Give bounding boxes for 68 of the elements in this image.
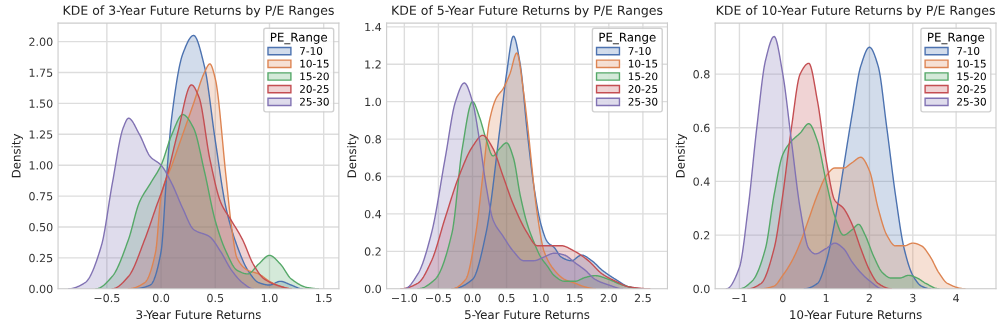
x-tick-label: 0.0 <box>464 293 481 303</box>
x-tick-label: 3 <box>910 293 916 303</box>
chart-title: KDE of 10-Year Future Returns by P/E Ranges <box>716 5 995 18</box>
x-tick-label: 4 <box>953 293 960 303</box>
legend-label: 25-30 <box>628 97 658 106</box>
y-axis-title: Density <box>347 133 359 178</box>
y-tick-label: 0.00 <box>29 284 53 294</box>
x-tick-label: 1.5 <box>567 293 583 303</box>
y-tick-label: 0.75 <box>29 192 53 201</box>
x-axis-title: 10-Year Future Returns <box>790 310 922 320</box>
legend-title: PE_Range <box>270 32 328 45</box>
legend-label: 25-30 <box>957 97 986 106</box>
x-tick-label: 2.5 <box>634 293 651 303</box>
y-tick-label: 0.2 <box>364 247 381 256</box>
legend-label: 15-20 <box>300 72 329 81</box>
x-tick-label: 2.0 <box>600 293 617 303</box>
y-tick-label: 1.4 <box>365 22 382 32</box>
x-tick-label: −0.5 <box>94 293 120 303</box>
y-tick-label: 2.00 <box>29 37 53 47</box>
x-tick-label: 1 <box>823 293 829 303</box>
chart-title: KDE of 5-Year Future Returns by P/E Ranges <box>392 5 663 18</box>
legend-label: 15-20 <box>957 72 986 81</box>
x-tick-label: 1.0 <box>533 293 549 303</box>
y-axis-title: Density <box>675 133 688 178</box>
legend-label: 20-25 <box>628 85 658 93</box>
y-tick-label: 0.25 <box>29 253 53 263</box>
y-tick-label: 0.0 <box>693 284 710 294</box>
legend-label: 15-20 <box>628 72 658 81</box>
legend-label: 25-30 <box>300 97 329 106</box>
x-tick-label: −0.5 <box>426 293 451 303</box>
y-tick-label: 1.75 <box>29 68 53 77</box>
y-tick-label: 0.6 <box>693 123 710 133</box>
legend-label: 20-25 <box>957 85 986 93</box>
y-axis-title: Density <box>11 133 23 178</box>
x-axis-title: 3-Year Future Returns <box>136 310 261 320</box>
legend-label: 10-15 <box>300 59 329 68</box>
y-tick-label: 1.00 <box>29 161 53 170</box>
y-tick-label: 1.0 <box>365 97 382 107</box>
y-tick-label: 1.25 <box>29 130 53 139</box>
x-tick-label: 0.5 <box>498 293 515 303</box>
y-tick-label: 0.50 <box>29 222 53 232</box>
x-axis-title: 5-Year Future Returns <box>465 310 590 320</box>
y-tick-label: 0.0 <box>364 284 382 294</box>
y-tick-label: 0.6 <box>364 172 382 181</box>
legend-label: 7-10 <box>628 47 651 55</box>
y-tick-label: 0.8 <box>693 70 710 79</box>
x-tick-label: 0 <box>779 293 786 303</box>
y-tick-label: 0.4 <box>364 209 382 219</box>
x-tick-label: 2 <box>866 293 872 303</box>
x-tick-label: 0.0 <box>152 293 170 303</box>
x-tick-label: −1 <box>732 293 747 303</box>
x-tick-label: 0.5 <box>207 293 224 303</box>
y-tick-label: 0.4 <box>693 177 710 186</box>
legend-label: 10-15 <box>628 59 658 68</box>
x-tick-label: 1.0 <box>261 293 278 303</box>
chart-title: KDE of 3-Year Future Returns by P/E Ranges <box>63 5 334 18</box>
legend-label: 20-25 <box>300 85 329 93</box>
y-tick-label: 1.2 <box>365 60 381 69</box>
legend-label: 10-15 <box>957 59 986 68</box>
x-tick-label: −1.0 <box>392 293 418 303</box>
y-tick-label: 1.50 <box>29 99 53 108</box>
y-tick-label: 0.2 <box>693 231 710 240</box>
legend-label: 7-10 <box>300 47 323 55</box>
legend-label: 7-10 <box>957 47 980 55</box>
legend-title: PE_Range <box>928 32 985 45</box>
x-tick-label: 1.5 <box>316 293 332 303</box>
legend-title: PE_Range <box>599 32 656 45</box>
y-tick-label: 0.8 <box>364 135 381 144</box>
